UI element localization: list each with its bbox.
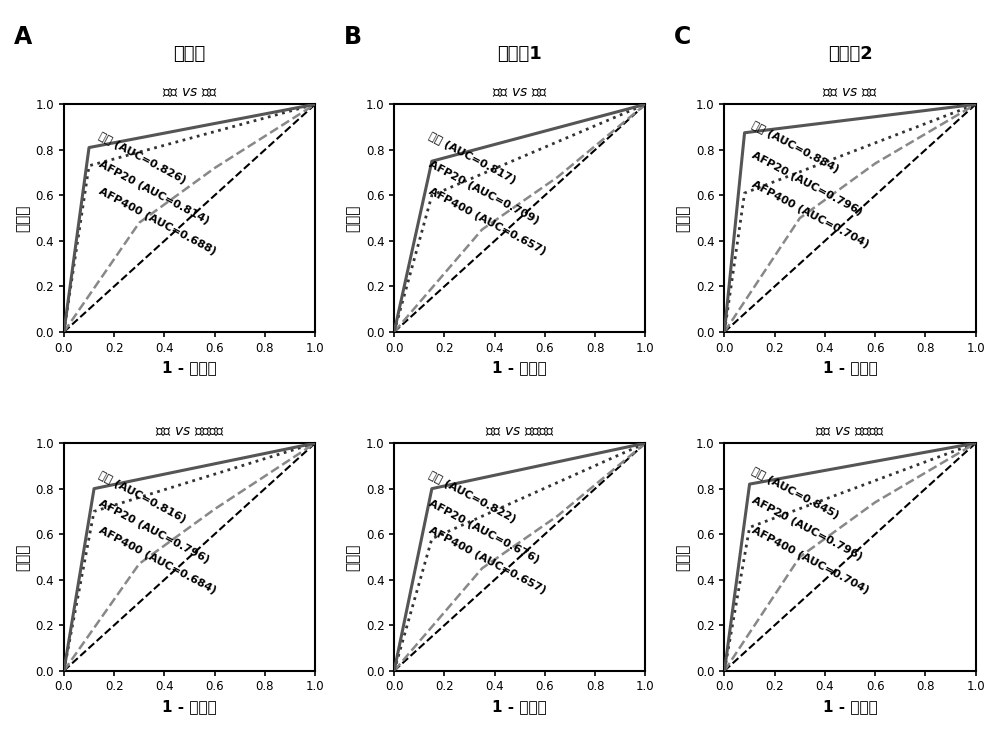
Text: 组合 (AUC=0.826): 组合 (AUC=0.826) (97, 132, 187, 186)
Y-axis label: 敏感性: 敏感性 (676, 204, 691, 232)
Text: AFP400 (AUC=0.657): AFP400 (AUC=0.657) (427, 186, 547, 257)
Y-axis label: 敏感性: 敏感性 (345, 204, 360, 232)
Text: AFP20 (AUC=0.709): AFP20 (AUC=0.709) (427, 159, 541, 226)
Title: 肝癌 $\it{vs}$ 高危人群: 肝癌 $\it{vs}$ 高危人群 (155, 424, 224, 438)
Title: 肝癌 $\it{vs}$ 非癌: 肝癌 $\it{vs}$ 非癌 (822, 85, 878, 99)
Text: AFP400 (AUC=0.684): AFP400 (AUC=0.684) (97, 525, 217, 596)
Y-axis label: 敏感性: 敏感性 (676, 543, 691, 571)
Text: 组合 (AUC=0.817): 组合 (AUC=0.817) (427, 132, 517, 186)
Text: 组合 (AUC=0.822): 组合 (AUC=0.822) (427, 470, 517, 525)
Text: AFP400 (AUC=0.657): AFP400 (AUC=0.657) (427, 525, 547, 596)
Text: AFP400 (AUC=0.704): AFP400 (AUC=0.704) (750, 179, 870, 250)
X-axis label: 1 - 特异性: 1 - 特异性 (492, 360, 547, 375)
Text: A: A (14, 25, 32, 49)
Text: AFP20 (AUC=0.796): AFP20 (AUC=0.796) (97, 498, 211, 565)
Text: 组合 (AUC=0.884): 组合 (AUC=0.884) (750, 120, 840, 175)
Y-axis label: 敏感性: 敏感性 (15, 204, 30, 232)
Text: B: B (344, 25, 362, 49)
Text: 验证组1: 验证组1 (497, 45, 542, 63)
Title: 肝癌 $\it{vs}$ 非癌: 肝癌 $\it{vs}$ 非癌 (492, 85, 548, 99)
X-axis label: 1 - 特异性: 1 - 特异性 (823, 360, 877, 375)
Y-axis label: 敏感性: 敏感性 (345, 543, 360, 571)
Text: AFP20 (AUC=0.814): AFP20 (AUC=0.814) (97, 159, 210, 226)
X-axis label: 1 - 特异性: 1 - 特异性 (823, 699, 877, 714)
X-axis label: 1 - 特异性: 1 - 特异性 (162, 699, 217, 714)
Text: 验证组2: 验证组2 (828, 45, 872, 63)
Text: AFP20 (AUC=0.796): AFP20 (AUC=0.796) (750, 150, 864, 217)
X-axis label: 1 - 特异性: 1 - 特异性 (492, 699, 547, 714)
X-axis label: 1 - 特异性: 1 - 特异性 (162, 360, 217, 375)
Text: AFP400 (AUC=0.704): AFP400 (AUC=0.704) (750, 525, 870, 596)
Text: 组合 (AUC=0.845): 组合 (AUC=0.845) (750, 466, 840, 521)
Y-axis label: 敏感性: 敏感性 (15, 543, 30, 571)
Title: 肝癌 $\it{vs}$ 高危人群: 肝癌 $\it{vs}$ 高危人群 (815, 424, 885, 438)
Title: 肝癌 $\it{vs}$ 高危人群: 肝癌 $\it{vs}$ 高危人群 (485, 424, 554, 438)
Text: 组合 (AUC=0.816): 组合 (AUC=0.816) (97, 470, 187, 525)
Text: C: C (674, 25, 691, 49)
Text: AFP20 (AUC=0.676): AFP20 (AUC=0.676) (427, 498, 541, 565)
Text: 训练组: 训练组 (173, 45, 206, 63)
Title: 肝癌 $\it{vs}$ 非癌: 肝癌 $\it{vs}$ 非癌 (162, 85, 217, 99)
Text: AFP20 (AUC=0.796): AFP20 (AUC=0.796) (750, 496, 864, 562)
Text: AFP400 (AUC=0.688): AFP400 (AUC=0.688) (97, 186, 217, 257)
